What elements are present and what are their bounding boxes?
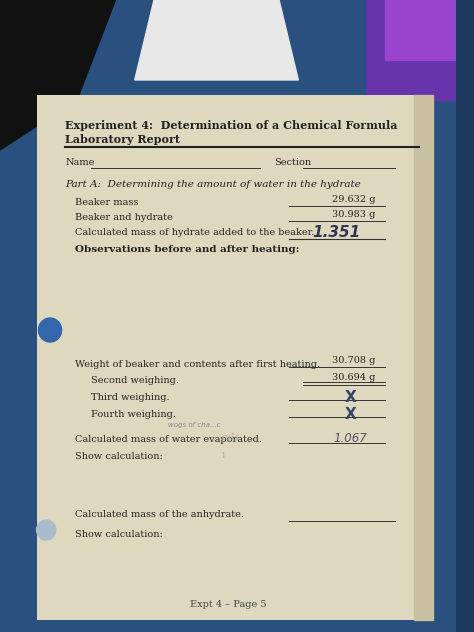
- Text: 30.708 g: 30.708 g: [332, 356, 375, 365]
- Text: Calculated mass of hydrate added to the beaker.: Calculated mass of hydrate added to the …: [75, 228, 314, 237]
- Text: 30.694 g: 30.694 g: [332, 373, 375, 382]
- Text: Expt 4 – Page 5: Expt 4 – Page 5: [190, 600, 266, 609]
- Polygon shape: [135, 0, 298, 80]
- Text: 1.351: 1.351: [313, 225, 361, 240]
- Text: wogs of cha...c: wogs of cha...c: [168, 422, 221, 428]
- Text: Show calculation:: Show calculation:: [75, 530, 163, 539]
- Text: 29.632 g: 29.632 g: [332, 195, 375, 204]
- Bar: [385, 0, 456, 60]
- Polygon shape: [0, 0, 116, 150]
- Text: Show calculation:: Show calculation:: [75, 452, 163, 461]
- Text: X: X: [344, 390, 356, 405]
- Text: 1.067: 1.067: [334, 432, 368, 445]
- Bar: [414, 95, 433, 620]
- Circle shape: [36, 520, 56, 540]
- Text: Beaker and hydrate: Beaker and hydrate: [75, 213, 173, 222]
- Text: Section: Section: [274, 158, 311, 167]
- Bar: [365, 0, 456, 100]
- Text: Weight of beaker and contents after first heating.: Weight of beaker and contents after firs…: [75, 360, 320, 369]
- Text: Third weighing.: Third weighing.: [91, 393, 170, 402]
- FancyBboxPatch shape: [36, 95, 433, 620]
- Text: 1: 1: [221, 452, 227, 460]
- Text: Calculated mass of the anhydrate.: Calculated mass of the anhydrate.: [75, 510, 244, 519]
- Text: Laboratory Report: Laboratory Report: [65, 134, 181, 145]
- Text: X: X: [344, 407, 356, 422]
- Text: Observations before and after heating:: Observations before and after heating:: [75, 245, 300, 254]
- Text: Beaker mass: Beaker mass: [75, 198, 138, 207]
- Text: Fourth weighing.: Fourth weighing.: [91, 410, 176, 419]
- Text: Part A:  Determining the amount of water in the hydrate: Part A: Determining the amount of water …: [65, 180, 361, 189]
- Text: cu1s: cu1s: [221, 433, 239, 442]
- Text: 30.983 g: 30.983 g: [332, 210, 375, 219]
- Circle shape: [38, 318, 62, 342]
- Text: Second weighing.: Second weighing.: [91, 376, 180, 385]
- Text: Calculated mass of water evaporated.: Calculated mass of water evaporated.: [75, 435, 262, 444]
- Text: Name: Name: [65, 158, 95, 167]
- Text: Experiment 4:  Determination of a Chemical Formula: Experiment 4: Determination of a Chemica…: [65, 120, 398, 131]
